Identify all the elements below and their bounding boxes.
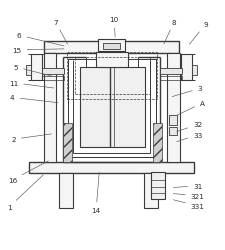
Bar xyxy=(152,124,161,162)
Text: 6: 6 xyxy=(17,33,64,47)
Bar xyxy=(151,172,164,199)
Bar xyxy=(30,55,42,81)
Bar xyxy=(102,44,119,50)
Bar xyxy=(74,58,150,94)
Bar xyxy=(169,116,177,125)
Text: 16: 16 xyxy=(8,161,48,183)
Bar xyxy=(68,60,155,158)
Text: 32: 32 xyxy=(176,122,201,132)
Text: 9: 9 xyxy=(189,22,207,45)
Text: 1: 1 xyxy=(7,175,43,210)
Text: 7: 7 xyxy=(53,20,67,45)
Text: 331: 331 xyxy=(173,200,204,209)
Text: 10: 10 xyxy=(109,17,118,38)
Text: 5: 5 xyxy=(14,64,52,77)
Bar xyxy=(29,162,194,173)
Text: 31: 31 xyxy=(173,183,201,189)
Bar xyxy=(42,77,64,81)
Text: A: A xyxy=(176,101,204,116)
Text: 15: 15 xyxy=(12,48,64,54)
Bar xyxy=(44,42,178,54)
Text: 14: 14 xyxy=(91,173,100,214)
Bar xyxy=(96,53,127,68)
Bar xyxy=(143,174,158,208)
Bar xyxy=(63,124,72,162)
Bar xyxy=(58,174,73,208)
Bar xyxy=(166,54,179,162)
Bar xyxy=(160,77,181,81)
Text: 11: 11 xyxy=(9,80,54,88)
Bar xyxy=(66,53,156,99)
Bar xyxy=(180,55,191,81)
Text: 33: 33 xyxy=(176,132,201,142)
Bar xyxy=(80,68,144,148)
Text: 8: 8 xyxy=(163,20,176,45)
Bar xyxy=(169,127,177,135)
Bar xyxy=(191,65,196,76)
Bar xyxy=(26,65,30,76)
Bar xyxy=(98,40,125,52)
Text: 4: 4 xyxy=(10,95,58,103)
Text: 2: 2 xyxy=(11,134,51,142)
Bar xyxy=(42,69,64,74)
Text: 3: 3 xyxy=(171,86,201,97)
Bar xyxy=(44,54,56,162)
Bar xyxy=(160,69,181,74)
Text: 321: 321 xyxy=(173,193,204,199)
